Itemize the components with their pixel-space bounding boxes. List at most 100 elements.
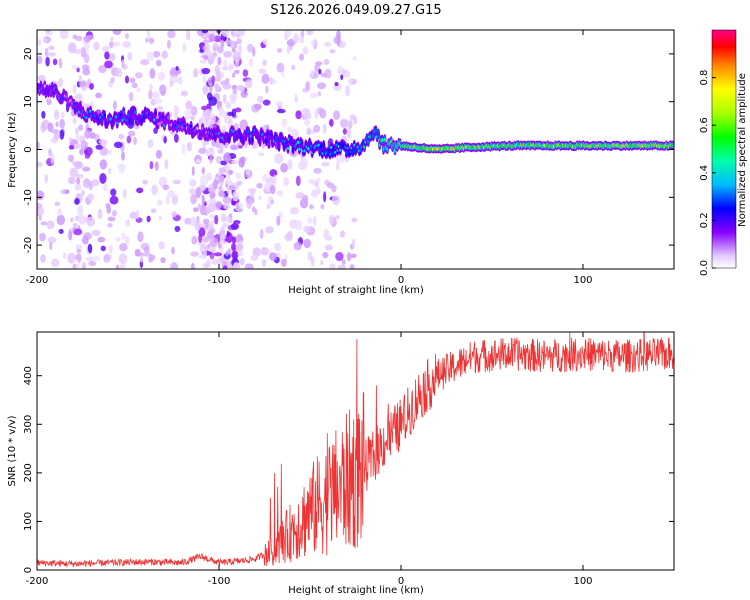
colorbar-tick-label: 0.6: [699, 117, 710, 133]
heatmap-noise-cell: [265, 85, 269, 94]
heatmap-noise-cell: [112, 100, 117, 111]
heatmap-noise-cell: [345, 85, 350, 97]
heatmap-noise-cell: [294, 94, 298, 103]
heatmap-ridge-core: [133, 110, 137, 114]
colorbar-ticks: 0.0 0.2 0.4 0.6 0.8: [699, 70, 716, 276]
heatmap-ridge-core: [189, 124, 193, 128]
heatmap-noise-cell: [171, 211, 178, 218]
heatmap-noise-cell: [98, 139, 108, 145]
heatmap-noise-cell: [47, 236, 57, 244]
heatmap-noise-cell: [318, 68, 322, 75]
heatmap-noise-cell: [202, 248, 207, 260]
heatmap-noise-cell: [88, 260, 97, 267]
heatmap-noise-cell: [54, 201, 61, 207]
heatmap-noise-cell: [245, 78, 253, 89]
heatmap-noise-cell: [290, 207, 300, 215]
heatmap-ridge-core: [154, 111, 157, 115]
heatmap-noise-cell: [72, 222, 78, 229]
heatmap-noise-cell: [129, 211, 138, 220]
heatmap-noise-cell: [221, 213, 227, 223]
heatmap-noise-cell: [146, 51, 155, 62]
heatmap-noise-cell: [216, 46, 224, 54]
heatmap-noise-cell: [87, 243, 93, 254]
heatmap-ridge-core: [121, 118, 124, 122]
heatmap-noise-cell: [219, 141, 223, 153]
heatmap-ridge-core: [251, 138, 254, 142]
heatmap-noise-cell: [121, 59, 125, 69]
heatmap-noise-cell: [164, 159, 169, 170]
heatmap-noise-cell: [225, 216, 232, 223]
heatmap-noise-cell: [198, 233, 203, 243]
heatmap-ridge-core: [333, 150, 337, 154]
heatmap-noise-cell: [300, 157, 308, 168]
heatmap-noise-cell: [260, 247, 269, 256]
heatmap-noise-cell: [170, 262, 179, 269]
heatmap-noise-cell: [269, 252, 278, 261]
heatmap-noise-cell: [225, 78, 230, 85]
heatmap-noise-cell: [190, 193, 198, 204]
heatmap-noise-cell: [186, 141, 192, 152]
heatmap-noise-cell: [81, 235, 89, 245]
heatmap-noise-cell: [224, 51, 232, 57]
heatmap-noise-cell: [211, 75, 215, 85]
heatmap-noise-cell: [302, 87, 309, 93]
heatmap-noise-cell: [209, 236, 218, 248]
heatmap-noise-cell: [99, 159, 107, 170]
heatmap-noise-cell: [76, 248, 82, 254]
heatmap-noise-cell: [232, 51, 242, 62]
heatmap-noise-cell: [218, 191, 226, 197]
heatmap-noise-cell: [82, 178, 91, 189]
heatmap-noise-cell: [86, 216, 96, 227]
heatmap-noise-cell: [128, 130, 136, 137]
heatmap-noise-cell: [201, 67, 211, 75]
heatmap-noise-cell: [173, 104, 179, 115]
heatmap-noise-cell: [204, 222, 209, 230]
heatmap-ridge-core: [122, 110, 125, 114]
heatmap-noise-cell: [79, 148, 84, 156]
heatmap-noise-cell: [223, 203, 231, 210]
heatmap-noise-cell: [75, 127, 79, 136]
heatmap-noise-cell: [316, 186, 321, 195]
heatmap-noise-cell: [261, 259, 267, 267]
heatmap-noise-cell: [210, 228, 216, 234]
heatmap-noise-cell: [317, 91, 322, 97]
heatmap-noise-cell: [323, 191, 327, 203]
heatmap-noise-cell: [85, 256, 95, 262]
heatmap-noise-cell: [229, 144, 238, 151]
heatmap-noise-cell: [352, 56, 357, 61]
heatmap-noise-cell: [209, 214, 215, 219]
heatmap-noise-cell: [100, 245, 106, 252]
heatmap-noise-cell: [139, 254, 144, 263]
heatmap-ridge-core: [286, 146, 290, 150]
heatmap-noise-cell: [92, 255, 101, 262]
heatmap-noise-cell: [252, 46, 256, 57]
heatmap-noise-cell: [77, 204, 84, 216]
heatmap-noise-cell: [51, 129, 60, 135]
heatmap-noise-cell: [67, 252, 76, 264]
heatmap-noise-cell: [68, 230, 73, 241]
heatmap-noise-cell: [329, 48, 336, 54]
heatmap-noise-cell: [229, 64, 235, 70]
heatmap-ridge-core: [258, 139, 262, 143]
heatmap-ridge-core: [374, 129, 378, 133]
heatmap-noise-cell: [97, 208, 103, 220]
heatmap-ridge-core: [103, 113, 106, 118]
heatmap-noise-cell: [231, 250, 239, 260]
heatmap-noise-cell: [53, 109, 60, 120]
heatmap-noise-cell: [225, 176, 232, 186]
y-tick-label: 300: [23, 415, 34, 434]
heatmap-noise-cell: [294, 220, 303, 231]
heatmap-noise-cell: [143, 246, 150, 253]
spectrogram-y-label: Frequency (Hz): [7, 112, 18, 188]
spectrogram-y-ticks: -20 -10 0 10 20: [23, 48, 674, 253]
heatmap-noise-cell: [198, 147, 207, 155]
heatmap-ridge-core: [114, 115, 118, 119]
heatmap-noise-cell: [50, 138, 58, 144]
heatmap-noise-cell: [149, 37, 155, 44]
heatmap-noise-cell: [224, 251, 230, 256]
x-tick-label: 0: [398, 576, 404, 587]
heatmap-noise-cell: [104, 60, 113, 69]
heatmap-noise-cell: [60, 189, 69, 195]
heatmap-noise-cell: [244, 263, 254, 269]
heatmap-noise-cell: [76, 252, 82, 264]
